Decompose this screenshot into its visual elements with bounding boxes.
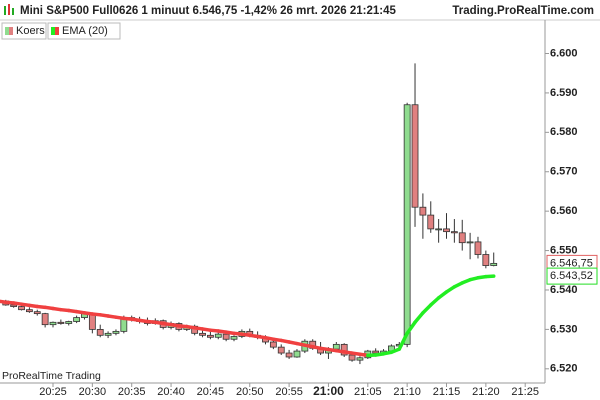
x-tick-label: 21:05 <box>354 386 382 398</box>
legend-label: EMA (20) <box>62 25 108 37</box>
candle-body <box>443 228 450 233</box>
candle-body <box>293 350 301 358</box>
candle-body <box>96 328 104 336</box>
y-tick-label: 6.520 <box>550 363 578 375</box>
candle-body <box>214 333 222 338</box>
candle-body <box>411 104 419 208</box>
y-tick-label: 6.530 <box>550 323 578 335</box>
legend-box <box>47 22 121 40</box>
x-tick-label: 21:20 <box>472 386 500 398</box>
x-tick-label: 20:35 <box>118 386 146 398</box>
candle-body <box>435 228 443 231</box>
candle-body <box>466 241 474 244</box>
candle-body <box>474 241 482 255</box>
candle-body <box>490 262 498 266</box>
candle-body <box>49 321 57 326</box>
candle-body <box>199 332 206 336</box>
candle-body <box>230 336 238 340</box>
x-tick-label: 21:15 <box>433 386 461 398</box>
x-tick-label: 21:10 <box>393 386 421 398</box>
ema-segment <box>429 296 441 307</box>
y-tick-label: 6.600 <box>550 47 578 59</box>
header-icon <box>4 4 14 15</box>
ema-segment <box>413 311 425 325</box>
legend-label: Koers <box>16 25 45 37</box>
candle-body <box>18 306 25 311</box>
candle-body <box>222 333 230 340</box>
candle-body <box>419 206 427 216</box>
ema-segment <box>421 303 433 315</box>
candle-body <box>33 311 41 315</box>
last-value-label: 6.543,52 <box>550 270 593 282</box>
candle-body <box>206 334 214 338</box>
candle-body <box>458 232 466 244</box>
y-tick-label: 6.560 <box>550 205 578 217</box>
y-tick-label: 6.540 <box>550 284 578 296</box>
legend-swatch <box>51 27 55 35</box>
y-tick-label: 6.580 <box>550 126 578 138</box>
x-tick-label: 20:50 <box>236 386 264 398</box>
candle-body <box>332 343 340 350</box>
candle-body <box>277 346 285 354</box>
candle-body <box>348 354 356 361</box>
candle-body <box>403 104 411 345</box>
legend-swatch <box>5 27 9 35</box>
source: Trading.ProRealTime.com <box>452 5 594 17</box>
x-tick-label: 21:00 <box>313 384 344 398</box>
y-tick-label: 6.570 <box>550 166 578 178</box>
footer: ProRealTime Trading <box>2 370 101 382</box>
candle-body <box>57 321 65 324</box>
x-tick-label: 20:30 <box>79 386 107 398</box>
chart-title: Mini S&P500 Full0626 1 minuut 6.546,75 -… <box>20 5 396 17</box>
candle-body <box>112 330 120 334</box>
x-tick-label: 20:25 <box>39 386 67 398</box>
candle-body <box>269 341 277 348</box>
last-value-label: 6.546,75 <box>550 257 593 269</box>
candle-body <box>73 317 81 322</box>
candle-body <box>41 313 49 326</box>
candle-body <box>65 321 73 324</box>
candle-body <box>104 332 112 336</box>
candle-body <box>482 254 490 266</box>
candle-body <box>427 214 435 230</box>
x-tick-label: 21:25 <box>511 386 539 398</box>
candle-body <box>10 304 18 307</box>
x-tick-label: 20:40 <box>157 386 185 398</box>
ema-segment <box>397 331 409 351</box>
ema-segment <box>405 320 417 336</box>
candle-body <box>285 352 293 358</box>
candle-body <box>372 350 380 354</box>
legend-item: EMA (20) <box>47 22 121 40</box>
legend-swatch <box>9 27 13 35</box>
legend-item: Koers <box>1 22 47 40</box>
candle-body <box>25 309 33 313</box>
legend-swatch <box>55 27 59 35</box>
y-tick-label: 6.590 <box>550 87 578 99</box>
last-value-box <box>546 267 598 285</box>
y-tick-label: 6.550 <box>550 244 578 256</box>
candle-body <box>450 231 458 234</box>
x-tick-label: 20:55 <box>275 386 303 398</box>
candle-body <box>88 313 96 330</box>
x-tick-label: 20:45 <box>197 386 225 398</box>
candle-body <box>356 357 364 361</box>
